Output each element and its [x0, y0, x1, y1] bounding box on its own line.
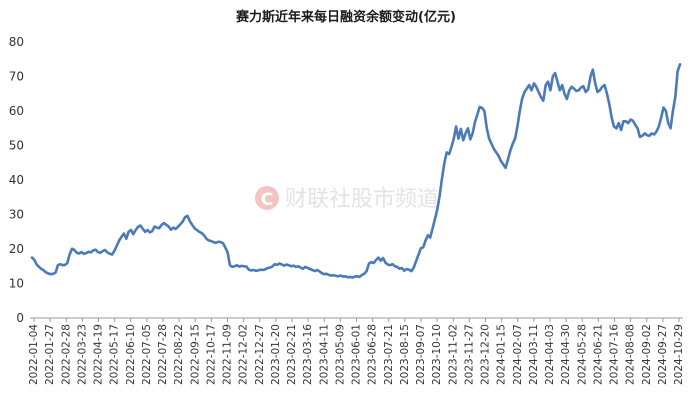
x-tick-label: 2023-01-20 [270, 324, 282, 385]
x-tick-label: 2024-05-28 [576, 324, 588, 385]
x-tick-label: 2022-02-28 [60, 324, 72, 385]
x-tick-label: 2022-05-17 [109, 324, 121, 385]
x-axis-ticks: 2022-01-04 2022-01-27 2022-02-28 2022-03-23… [28, 318, 685, 385]
x-tick-label: 2022-01-04 [28, 324, 40, 385]
x-tick-label: 2022-12-27 [254, 324, 266, 385]
y-tick-label: 0 [16, 311, 24, 325]
watermark-logo-icon [255, 186, 279, 210]
x-tick-label: 2023-05-09 [334, 324, 346, 385]
series-line [30, 63, 682, 279]
x-tick-label: 2023-08-15 [399, 324, 411, 385]
x-tick-label: 2023-02-21 [286, 324, 298, 385]
y-axis-ticks: 0 10 20 30 40 50 60 70 80 [9, 35, 24, 325]
x-tick-label: 2022-04-19 [93, 324, 105, 385]
x-tick-label: 2023-06-01 [351, 324, 363, 385]
x-tick-label: 2024-02-07 [512, 324, 524, 385]
x-tick-label: 2024-03-11 [528, 324, 540, 385]
x-tick-label: 2024-09-02 [641, 324, 653, 385]
y-tick-label: 70 [9, 70, 24, 84]
y-tick-label: 50 [9, 139, 24, 153]
x-tick-label: 2022-07-28 [157, 324, 169, 385]
y-tick-label: 20 [9, 242, 24, 256]
x-tick-label: 2024-04-03 [544, 324, 556, 385]
x-tick-label: 2023-10-10 [431, 324, 443, 385]
x-tick-label: 2022-11-09 [222, 324, 234, 385]
x-tick-label: 2022-12-02 [238, 324, 250, 385]
x-tick-label: 2023-06-28 [367, 324, 379, 385]
x-tick-label: 2023-04-11 [318, 324, 330, 385]
watermark-logo-letter: C [261, 190, 273, 210]
y-tick-label: 10 [9, 277, 24, 291]
x-tick-label: 2022-10-17 [205, 324, 217, 385]
x-tick-label: 2022-08-22 [173, 324, 185, 385]
x-tick-label: 2024-04-30 [560, 324, 572, 385]
y-tick-label: 40 [9, 173, 24, 187]
x-tick-label: 2024-01-15 [496, 324, 508, 385]
y-tick-label: 60 [9, 104, 24, 118]
x-tick-label: 2022-09-15 [189, 324, 201, 385]
x-tick-label: 2022-07-05 [141, 324, 153, 385]
watermark-text: 财联社股市频道 [285, 187, 439, 212]
x-tick-label: 2024-06-21 [592, 324, 604, 385]
x-tick-label: 2024-08-08 [625, 324, 637, 385]
x-tick-label: 2024-09-27 [657, 324, 669, 385]
chart-title: 赛力斯近年来每日融资余额变动(亿元) [235, 9, 456, 25]
x-tick-label: 2024-10-29 [673, 324, 685, 385]
y-tick-label: 30 [9, 208, 24, 222]
watermark: C 财联社股市频道 [255, 186, 439, 212]
x-tick-label: 2022-01-27 [44, 324, 56, 385]
x-tick-label: 2023-07-21 [383, 324, 395, 385]
x-tick-label: 2023-03-16 [302, 324, 314, 385]
x-tick-label: 2023-11-02 [447, 324, 459, 385]
series-group [30, 63, 682, 279]
y-tick-label: 80 [9, 35, 24, 49]
x-tick-label: 2023-12-20 [480, 324, 492, 385]
x-tick-label: 2024-07-16 [609, 324, 621, 385]
x-tick-label: 2022-06-10 [125, 324, 137, 385]
x-tick-label: 2023-09-07 [415, 324, 427, 385]
x-tick-label: 2022-03-23 [76, 324, 88, 385]
x-tick-label: 2023-11-27 [463, 324, 475, 385]
